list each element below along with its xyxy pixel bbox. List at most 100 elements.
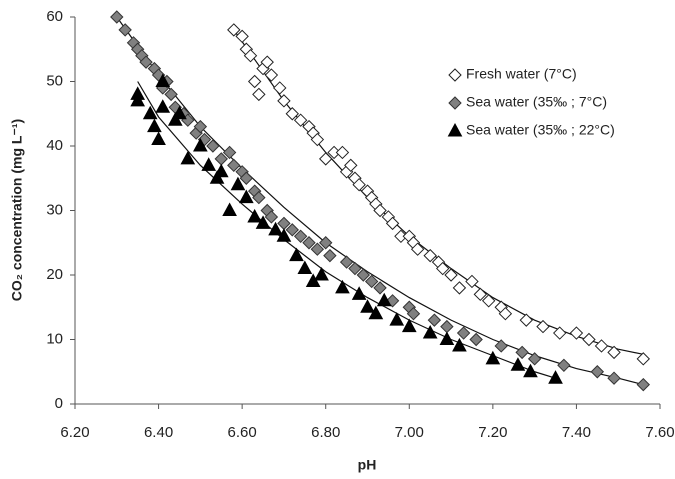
point: [319, 152, 333, 166]
point: [276, 228, 292, 242]
point: [164, 87, 178, 102]
point: [314, 266, 329, 281]
point: [273, 81, 287, 95]
point: [481, 294, 496, 308]
x-tick-label: 6.40: [144, 424, 173, 441]
y-axis-title: CO₂ concentration (mg L⁻¹): [9, 119, 25, 301]
point: [323, 248, 337, 263]
x-tick-label: 6.80: [311, 424, 340, 441]
point: [444, 268, 458, 282]
y-tick-label: 30: [46, 201, 63, 218]
point: [227, 23, 241, 37]
point: [406, 306, 421, 321]
point: [436, 261, 450, 276]
point: [360, 299, 375, 313]
point: [151, 131, 166, 146]
point: [356, 268, 371, 282]
y-tick-label: 60: [46, 8, 63, 25]
point: [427, 313, 442, 327]
legend-label: Fresh water (7°C): [466, 66, 577, 82]
point: [155, 99, 171, 113]
point: [142, 105, 158, 120]
point: [201, 157, 217, 171]
point: [213, 163, 229, 178]
point: [264, 68, 279, 82]
point: [368, 305, 384, 320]
point: [607, 345, 621, 360]
trendline: [137, 81, 556, 379]
point: [352, 177, 366, 192]
point: [410, 242, 425, 256]
legend-marker: [448, 68, 462, 82]
point: [569, 326, 584, 340]
trendline: [233, 29, 644, 355]
legend-label: Sea water (35‰ ; 7°C): [466, 94, 607, 110]
point: [548, 370, 563, 384]
point: [344, 158, 358, 173]
point: [260, 55, 274, 69]
point: [302, 236, 316, 250]
point: [293, 113, 308, 127]
point: [180, 150, 196, 165]
point: [335, 279, 350, 294]
point: [473, 287, 488, 302]
point: [351, 286, 367, 300]
point: [239, 171, 254, 185]
point: [536, 319, 550, 334]
point: [401, 318, 417, 333]
point: [285, 107, 299, 121]
point: [193, 137, 208, 152]
point: [523, 363, 538, 378]
point: [252, 87, 266, 102]
point: [527, 352, 542, 366]
point: [519, 313, 533, 327]
point: [422, 325, 438, 339]
point: [285, 223, 299, 237]
x-axis-title: pH: [358, 457, 377, 473]
point: [252, 190, 266, 205]
point: [310, 132, 325, 147]
point: [423, 248, 437, 263]
point: [636, 377, 650, 392]
point: [389, 312, 405, 326]
point: [264, 210, 279, 224]
point: [118, 23, 132, 37]
point: [376, 292, 392, 307]
point: [289, 247, 304, 262]
point: [582, 332, 596, 347]
point: [222, 202, 237, 216]
point: [510, 357, 526, 371]
point: [469, 332, 483, 347]
y-tick-label: 20: [46, 266, 63, 283]
point: [590, 365, 605, 379]
point: [247, 74, 262, 89]
x-tick-label: 7.60: [645, 424, 674, 441]
legend-marker: [447, 122, 463, 137]
point: [110, 10, 124, 24]
point: [319, 236, 333, 250]
y-tick-label: 40: [46, 137, 63, 154]
point: [235, 29, 249, 44]
point: [227, 158, 241, 173]
point: [607, 371, 621, 385]
point: [498, 306, 513, 321]
point: [594, 339, 609, 353]
point: [297, 260, 313, 275]
point: [348, 261, 362, 276]
point: [130, 92, 146, 107]
point: [452, 337, 467, 352]
point: [335, 145, 350, 160]
point: [553, 326, 567, 340]
point: [230, 176, 246, 191]
x-tick-label: 6.20: [60, 424, 89, 441]
legend-marker: [448, 96, 462, 110]
y-tick-label: 10: [46, 330, 63, 347]
point: [238, 189, 254, 204]
point: [310, 242, 325, 256]
point: [494, 339, 508, 353]
point: [364, 274, 379, 289]
point: [515, 345, 529, 360]
point: [557, 358, 571, 373]
